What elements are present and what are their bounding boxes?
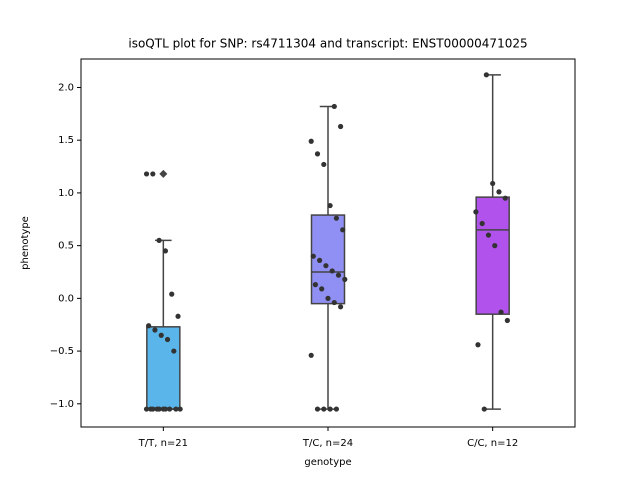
- point: [162, 406, 169, 412]
- x-tick-label: T/C, n=24: [302, 438, 353, 449]
- point: [321, 161, 327, 168]
- box: [475, 196, 510, 315]
- point: [479, 220, 485, 227]
- x-tick-label: C/C, n=12: [467, 438, 518, 449]
- point: [329, 268, 335, 274]
- point: [308, 352, 314, 358]
- point: [152, 327, 158, 333]
- y-axis-label: phenotype: [20, 216, 31, 270]
- x-axis-label: genotype: [304, 457, 351, 468]
- y-tick-label: −1.0: [50, 399, 74, 410]
- point: [146, 323, 152, 329]
- point: [162, 248, 169, 254]
- y-tick-label: 0.0: [58, 293, 74, 304]
- point: [323, 263, 329, 269]
- point: [496, 189, 502, 195]
- point: [485, 232, 492, 238]
- y-tick-label: 1.5: [58, 135, 74, 146]
- point: [314, 151, 321, 157]
- point: [164, 336, 171, 343]
- point: [314, 406, 321, 412]
- box: [146, 326, 181, 410]
- point: [308, 138, 314, 144]
- point: [173, 406, 179, 412]
- point: [498, 309, 504, 315]
- point: [335, 272, 342, 278]
- point: [169, 291, 175, 297]
- point: [481, 406, 487, 412]
- plot-frame: [80, 58, 576, 428]
- point: [331, 103, 337, 110]
- point: [312, 282, 318, 288]
- point: [338, 123, 344, 130]
- point: [342, 276, 348, 282]
- point: [143, 171, 150, 177]
- point: [171, 348, 177, 354]
- point: [502, 195, 508, 201]
- y-tick-label: 2.0: [58, 82, 74, 93]
- point: [473, 209, 479, 215]
- point: [319, 286, 325, 292]
- point: [175, 313, 181, 319]
- y-tick-label: −0.5: [50, 346, 74, 357]
- point: [327, 202, 333, 209]
- point: [331, 299, 337, 306]
- point: [333, 215, 339, 221]
- point: [158, 332, 164, 338]
- y-tick-label: 1.0: [58, 188, 74, 199]
- chart-title: isoQTL plot for SNP: rs4711304 and trans…: [128, 37, 527, 51]
- point: [333, 406, 339, 412]
- point: [310, 253, 316, 259]
- point: [317, 257, 323, 263]
- point: [156, 237, 162, 243]
- point: [150, 406, 156, 412]
- point: [492, 243, 498, 249]
- point: [475, 342, 481, 348]
- point: [167, 406, 173, 412]
- point: [143, 406, 150, 412]
- point: [340, 227, 346, 233]
- point: [325, 295, 331, 301]
- point: [156, 406, 162, 412]
- point: [327, 406, 333, 412]
- point: [338, 304, 344, 310]
- point: [150, 171, 156, 177]
- point: [504, 317, 510, 324]
- point: [177, 406, 183, 412]
- point: [483, 72, 489, 78]
- box: [310, 214, 346, 305]
- point: [321, 406, 327, 412]
- y-tick-label: 0.5: [58, 241, 74, 252]
- x-tick-label: T/T, n=21: [138, 438, 188, 449]
- point: [490, 180, 496, 187]
- flier: [159, 169, 168, 178]
